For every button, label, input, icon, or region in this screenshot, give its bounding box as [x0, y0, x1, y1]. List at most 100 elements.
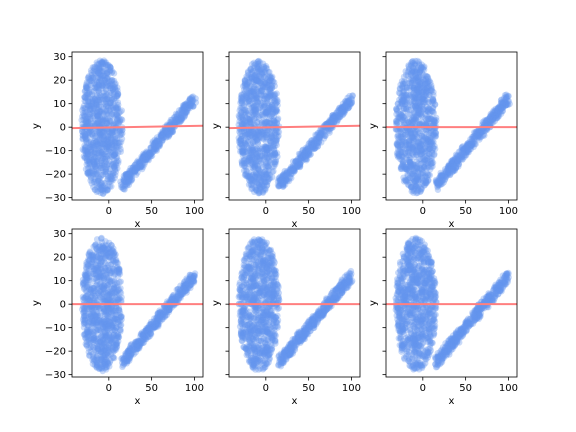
scatter-point [468, 141, 475, 149]
scatter-point [105, 348, 113, 356]
scatter-point [287, 166, 294, 174]
scatter-point [145, 156, 152, 164]
scatter-point [82, 146, 89, 153]
scatter-point [342, 102, 349, 109]
scatter-point [499, 108, 506, 115]
scatter-point [104, 139, 112, 146]
scatter-point [413, 183, 421, 191]
scatter-point [85, 261, 92, 269]
scatter-point [96, 271, 103, 278]
scatter-point [182, 104, 189, 112]
scatter-point [432, 129, 440, 137]
scatter-point [276, 176, 284, 183]
scatter-point [86, 158, 93, 165]
scatter-point [96, 266, 103, 273]
scatter-point [455, 163, 462, 170]
scatter-point [93, 64, 100, 71]
scatter-point [424, 160, 431, 167]
scatter-point [80, 314, 87, 321]
scatter-point [262, 152, 269, 159]
scatter-point [330, 113, 338, 121]
scatter-point [102, 72, 109, 80]
scatter-point [248, 73, 255, 81]
scatter-point [178, 115, 186, 123]
y-tick-label: 10 [53, 99, 66, 110]
scatter-point [109, 177, 116, 184]
scatter-point [268, 101, 276, 109]
scatter-point [474, 131, 482, 139]
scatter-point [304, 143, 311, 150]
scatter-point [431, 101, 439, 108]
scatter-point [415, 88, 422, 95]
scatter-point [302, 153, 309, 160]
scatter-point [403, 165, 410, 173]
scatter-point [423, 177, 430, 185]
scatter-point [82, 98, 89, 105]
scatter-point [117, 285, 124, 292]
scatter-point [296, 154, 303, 161]
scatter-point [278, 176, 286, 183]
scatter-point [486, 117, 493, 124]
scatter-point [344, 94, 351, 102]
scatter-point [245, 156, 252, 164]
scatter-point [90, 284, 97, 292]
scatter-point [115, 114, 122, 121]
scatter-point [90, 321, 97, 328]
scatter-point [292, 158, 299, 165]
scatter-point [109, 335, 117, 342]
scatter-point [113, 105, 120, 112]
scatter-point [166, 130, 174, 138]
scatter-point [415, 173, 422, 180]
scatter-point [115, 304, 123, 312]
scatter-point [501, 99, 509, 107]
scatter-point [91, 267, 98, 274]
scatter-point [104, 136, 111, 143]
scatter-point [92, 70, 99, 78]
scatter-point [118, 107, 126, 114]
scatter-point [338, 104, 345, 111]
scatter-point [156, 316, 163, 323]
scatter-point [116, 142, 123, 150]
scatter-point [421, 80, 429, 88]
scatter-point [410, 65, 417, 72]
scatter-point [83, 288, 90, 295]
scatter-point [112, 346, 120, 353]
scatter-point [342, 98, 349, 105]
scatter-point [503, 101, 510, 108]
scatter-point [442, 171, 450, 178]
scatter-point [110, 170, 117, 177]
scatter-point [85, 98, 92, 105]
scatter-point [89, 172, 97, 179]
scatter-point [402, 104, 410, 112]
scatter-point [107, 118, 114, 125]
scatter-point [249, 146, 256, 153]
scatter-point [428, 107, 435, 115]
scatter-point [81, 334, 89, 341]
scatter-point [257, 103, 264, 110]
scatter-point [240, 109, 248, 116]
scatter-point [269, 73, 276, 80]
scatter-point [91, 290, 98, 298]
scatter-point [411, 116, 419, 123]
scatter-point [258, 69, 266, 76]
scatter-point [243, 168, 251, 175]
scatter-point [108, 287, 115, 295]
scatter-point [108, 337, 116, 344]
scatter-point [144, 155, 151, 162]
scatter-point [491, 117, 499, 125]
scatter-point [106, 248, 114, 256]
scatter-point [437, 174, 444, 182]
scatter-point [92, 262, 100, 269]
scatter-point [270, 158, 278, 165]
scatter-point [248, 116, 255, 124]
scatter-point [259, 173, 266, 181]
scatter-point [254, 65, 261, 72]
scatter-point [236, 118, 243, 125]
scatter-point [91, 337, 99, 344]
scatter-point [81, 281, 88, 288]
scatter-point [249, 147, 256, 154]
scatter-point [429, 132, 436, 139]
scatter-point [102, 361, 109, 369]
scatter-point [408, 183, 415, 190]
scatter-point [114, 340, 121, 347]
